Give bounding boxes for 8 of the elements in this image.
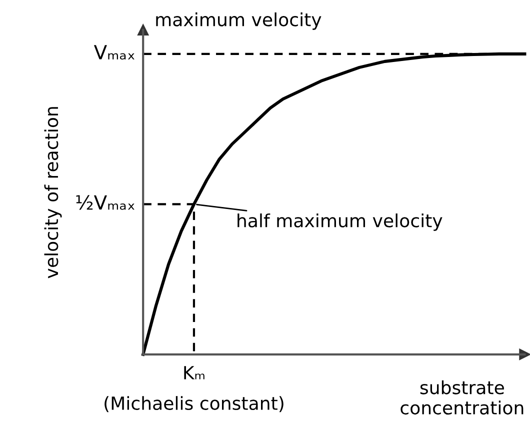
annotation: half maximum velocity (238, 213, 442, 231)
ref-line-label: ½Vₘₐₓ (76, 195, 134, 210)
text: (Michaelis constant) (104, 396, 284, 412)
x-axis-title: substrate concentration (400, 380, 524, 415)
text: maximum velocity (156, 12, 322, 30)
text: Kₘ (184, 366, 204, 380)
ref-line-label: Vₘₐₓ (94, 45, 134, 60)
y-axis-title: velocity of reaction (44, 107, 62, 278)
